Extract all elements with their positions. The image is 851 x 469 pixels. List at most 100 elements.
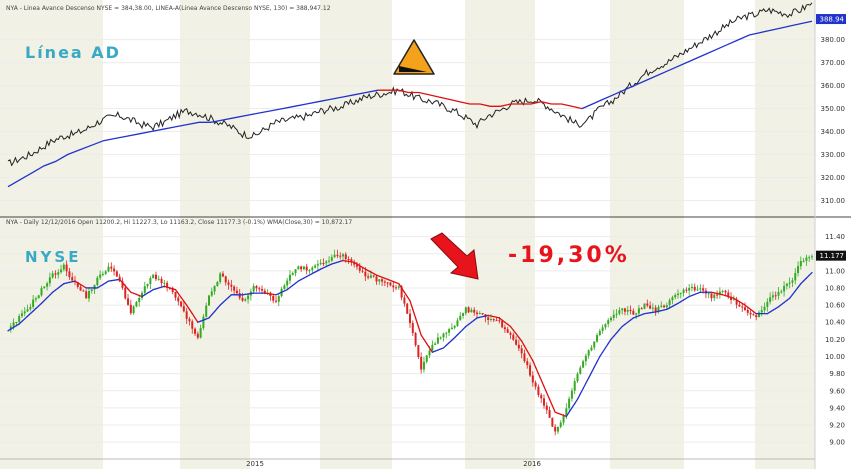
candle-down — [515, 339, 518, 345]
candle-up — [297, 266, 300, 270]
candle-up — [590, 347, 593, 351]
nyse-wma-up-segment — [794, 286, 799, 292]
candle-up — [788, 282, 791, 284]
nyse-wma-up-segment — [613, 332, 618, 337]
candle-up — [302, 266, 305, 270]
nyse-axis-tick-label: 10.60 — [825, 302, 845, 310]
candle-up — [252, 286, 255, 292]
candle-up — [141, 292, 143, 298]
candle-up — [199, 328, 202, 338]
candle-up — [665, 305, 668, 308]
candle-up — [677, 293, 679, 295]
ad-axis-tick-label: 320.00 — [821, 174, 846, 182]
candle-up — [777, 291, 780, 296]
stage-band — [465, 0, 535, 469]
nyse-wma-down-segment — [409, 300, 414, 311]
nyse-wma-down-segment — [537, 372, 542, 381]
candle-down — [414, 332, 417, 346]
ad-wma-down-series — [378, 89, 583, 110]
candle-up — [607, 320, 610, 325]
nyse-axis-tick-label: 9.00 — [829, 439, 845, 447]
nyse-wma-up-segment — [791, 290, 796, 296]
candle-down — [322, 263, 325, 265]
candle-down — [693, 286, 696, 291]
nyse-wma-up-segment — [800, 280, 805, 285]
ad-wma-up-series — [581, 20, 813, 110]
nyse-wma-up-segment — [789, 293, 794, 299]
candle-up — [439, 337, 442, 339]
candle-down — [774, 295, 777, 297]
candle-up — [732, 299, 735, 301]
candle-up — [26, 309, 29, 312]
candle-up — [760, 310, 763, 313]
down-arrow-icon — [430, 232, 479, 280]
nyse-wma-up-segment — [216, 304, 221, 309]
candle-down — [233, 286, 236, 291]
candle-up — [37, 295, 40, 299]
candle-up — [152, 274, 155, 279]
nyse-wma-up-segment — [808, 271, 813, 276]
candle-up — [453, 325, 456, 328]
candle-down — [386, 282, 389, 284]
nyse-wma-up-segment — [590, 366, 595, 374]
candle-down — [241, 297, 244, 301]
nyse-wma-down-segment — [423, 338, 428, 345]
candle-up — [610, 317, 612, 321]
candle-down — [353, 262, 356, 265]
candle-down — [230, 284, 233, 287]
candle-up — [397, 286, 400, 288]
nyse-wma-down-segment — [532, 360, 537, 368]
candle-up — [277, 296, 280, 302]
candle-up — [135, 302, 138, 307]
candle-up — [464, 307, 467, 314]
nyse-wma-down-segment — [546, 392, 551, 400]
candle-up — [87, 290, 90, 299]
candle-up — [582, 361, 585, 368]
candle-down — [741, 306, 744, 308]
candle-up — [316, 264, 319, 266]
candle-down — [258, 288, 261, 290]
candle-up — [766, 301, 769, 307]
candle-down — [372, 275, 375, 277]
ad-axis-tick-label: 360.00 — [821, 82, 846, 90]
candle-down — [506, 329, 509, 333]
candle-up — [48, 277, 51, 284]
candle-down — [752, 314, 755, 316]
nyse-wma-down-segment — [529, 355, 534, 362]
candle-up — [18, 316, 21, 322]
nyse-axis-tick-label: 11.40 — [825, 233, 845, 241]
candle-down — [188, 318, 191, 322]
candle-up — [470, 309, 473, 313]
candle-up — [679, 292, 682, 294]
candle-down — [509, 332, 512, 335]
ad-axis-tick-label: 330.00 — [821, 151, 846, 159]
candle-up — [568, 398, 571, 409]
candle-down — [300, 266, 303, 270]
nyse-wma-down-segment — [186, 304, 191, 311]
nyse-wma-down-segment — [398, 283, 403, 289]
candle-up — [615, 313, 618, 315]
candle-up — [462, 313, 465, 316]
candle-up — [808, 257, 811, 259]
candle-down — [710, 293, 713, 299]
nyse-label: NYSE — [25, 248, 81, 266]
candle-down — [261, 289, 264, 291]
candle-down — [194, 328, 197, 334]
nyse-axis-tick-label: 10.40 — [825, 319, 845, 327]
candle-down — [160, 278, 163, 284]
nyse-axis-tick-label: 9.20 — [829, 422, 845, 430]
candle-up — [459, 315, 462, 321]
candle-down — [364, 271, 367, 277]
candle-down — [395, 287, 398, 289]
candle-up — [637, 308, 640, 314]
candle-up — [763, 306, 766, 311]
candle-down — [305, 266, 308, 271]
candle-down — [358, 266, 361, 271]
candle-up — [718, 291, 721, 295]
candle-up — [23, 311, 26, 314]
candle-up — [576, 373, 579, 382]
candle-up — [328, 260, 331, 262]
candle-down — [417, 345, 420, 357]
ad-axis-tick-label: 310.00 — [821, 197, 846, 205]
candle-down — [350, 259, 353, 263]
